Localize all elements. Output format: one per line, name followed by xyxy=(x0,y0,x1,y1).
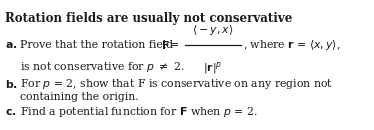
Text: Find a potential function for $\mathbf{F}$ when $p$ = 2.: Find a potential function for $\mathbf{F… xyxy=(20,105,257,119)
Text: For $p$ = 2, show that F is conservative on any region not: For $p$ = 2, show that F is conservative… xyxy=(20,77,333,91)
Text: $\mathbf{F}$: $\mathbf{F}$ xyxy=(161,39,169,51)
Text: =: = xyxy=(170,40,179,50)
Text: , where $\mathbf{r}$ = $\langle x, y \rangle$,: , where $\mathbf{r}$ = $\langle x, y \ra… xyxy=(243,38,340,52)
Text: Prove that the rotation field: Prove that the rotation field xyxy=(20,40,177,50)
Text: Rotation fields are usually not conservative: Rotation fields are usually not conserva… xyxy=(5,12,292,25)
Text: $\mathbf{a.}$: $\mathbf{a.}$ xyxy=(5,40,18,50)
Text: $\langle -y, x \rangle$: $\langle -y, x \rangle$ xyxy=(192,23,234,37)
Text: $\mathbf{b.}$: $\mathbf{b.}$ xyxy=(5,78,18,90)
Text: containing the origin.: containing the origin. xyxy=(20,92,139,102)
Text: is not conservative for $p$ $\neq$ 2.: is not conservative for $p$ $\neq$ 2. xyxy=(20,60,185,74)
Text: $\mathbf{c.}$: $\mathbf{c.}$ xyxy=(5,107,16,117)
Text: $|\mathbf{r}|^p$: $|\mathbf{r}|^p$ xyxy=(203,60,223,76)
